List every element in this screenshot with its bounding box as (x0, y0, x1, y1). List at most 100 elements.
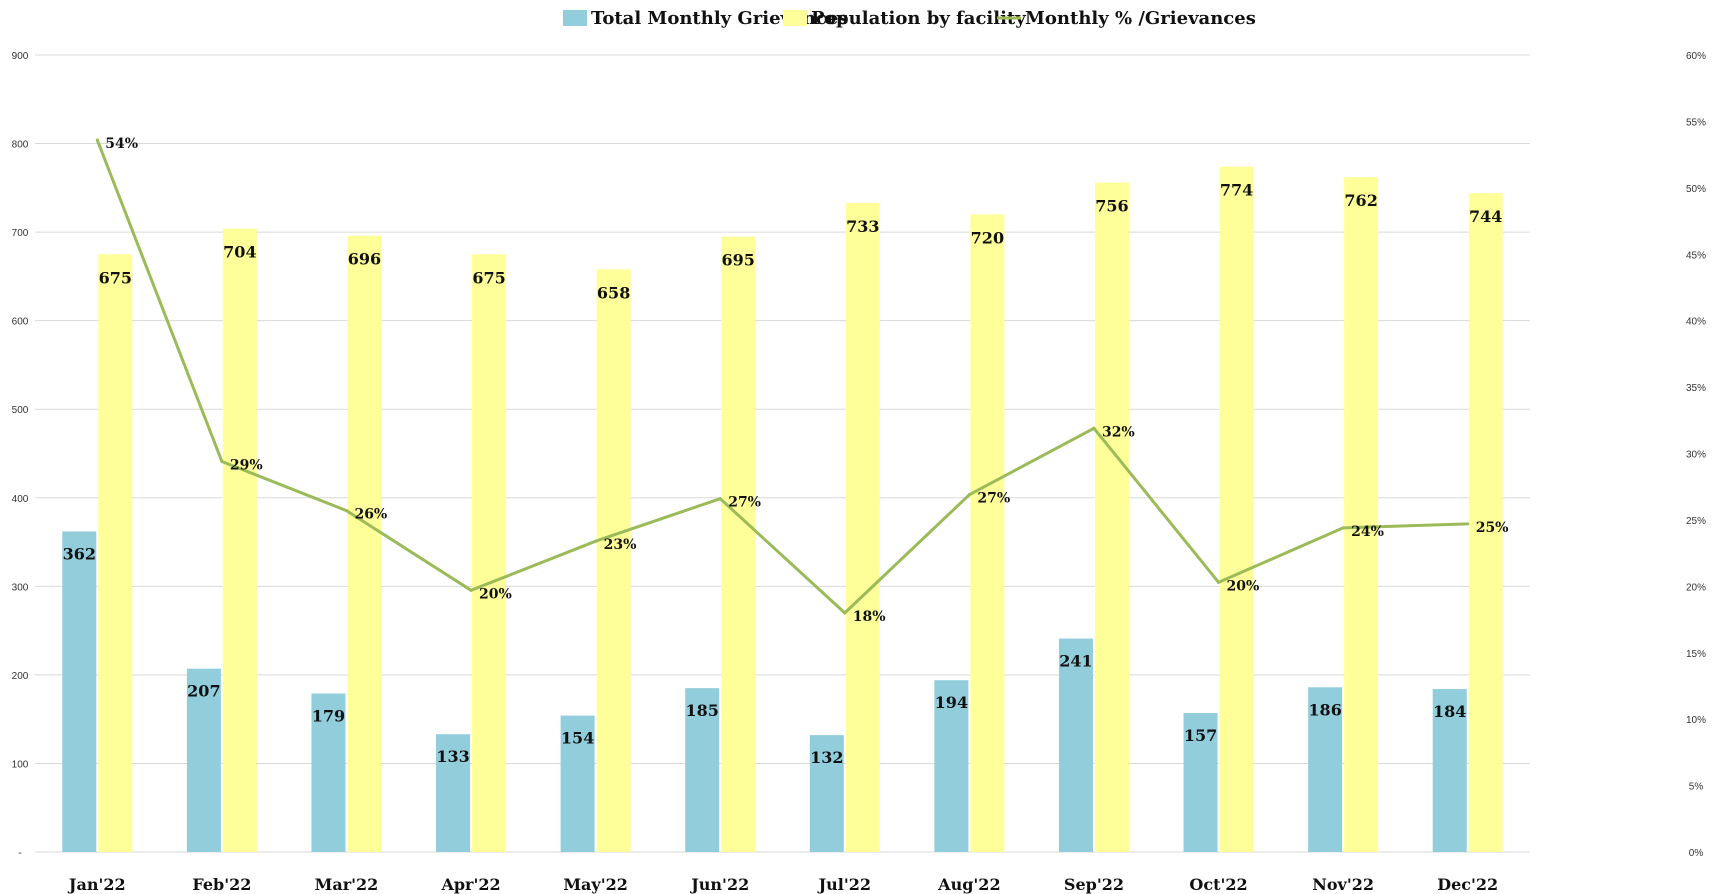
grievances-data-label: 186 (1308, 700, 1341, 719)
percent-data-label: 27% (977, 491, 1010, 507)
category-tick-label: Nov'22 (1312, 875, 1374, 894)
grievances-data-label: 185 (686, 701, 719, 720)
percent-point (718, 497, 722, 501)
grievances-bar (1432, 689, 1467, 852)
grievances-bar (62, 531, 97, 852)
population-data-label: 658 (597, 283, 630, 302)
right-axis-tick-label: 55% (1686, 117, 1706, 128)
left-axis-tick-label: 700 (12, 228, 29, 239)
left-axis-tick-label: 200 (12, 671, 29, 682)
percent-point (967, 493, 971, 497)
right-axis-tick-label: 35% (1686, 383, 1706, 394)
population-bar (222, 228, 257, 852)
percent-series-line (95, 139, 1468, 615)
left-axis-tick-label: 400 (12, 494, 29, 505)
percent-point (594, 539, 598, 543)
population-bar (1468, 193, 1503, 852)
grievances-bar (311, 693, 346, 852)
legend-label: Population by facility (811, 8, 1026, 29)
left-axis-tick-label: 100 (12, 759, 29, 770)
category-tick-label: Feb'22 (192, 875, 251, 894)
category-tick-label: Sep'22 (1064, 875, 1124, 894)
percent-data-label: 25% (1476, 520, 1509, 536)
grievances-data-label: 194 (935, 693, 968, 712)
left-axis-tick-label: - (18, 848, 21, 859)
left-axis-tick-label: 900 (12, 51, 29, 62)
percent-data-label: 26% (354, 507, 387, 523)
grievances-bar (436, 734, 471, 852)
percent-data-label: 29% (230, 457, 263, 473)
population-data-label: 695 (722, 251, 755, 270)
percent-data-label: 20% (479, 586, 512, 602)
percent-data-label: 23% (604, 537, 637, 553)
population-bar (1094, 182, 1129, 852)
left-axis-tick-label: 300 (12, 582, 29, 593)
left-axis-tick-label: 600 (12, 317, 29, 328)
grievances-bar (934, 680, 969, 852)
percent-data-label: 32% (1102, 424, 1135, 440)
population-bar (970, 214, 1005, 852)
right-axis-tick-label: 50% (1686, 184, 1706, 195)
right-axis-tick-label: 10% (1686, 715, 1706, 726)
right-axis-tick-label: 25% (1686, 516, 1706, 527)
population-data-label: 744 (1469, 207, 1502, 226)
population-data-label: 733 (846, 217, 879, 236)
category-tick-label: May'22 (563, 875, 628, 894)
legend-swatch (563, 10, 587, 26)
percent-line-layer (95, 138, 1470, 615)
grievances-data-label: 241 (1059, 652, 1092, 671)
population-data-label: 720 (971, 228, 1004, 247)
grievances-data-label: 207 (187, 682, 220, 701)
legend-swatch (783, 10, 807, 26)
percent-point (843, 611, 847, 615)
percent-data-label: 27% (728, 495, 761, 511)
percent-point (1466, 522, 1470, 526)
right-axis-tick-label: 20% (1686, 582, 1706, 593)
population-bar (1219, 166, 1254, 852)
population-bar (347, 235, 382, 853)
right-axis-tick-label: 5% (1689, 782, 1704, 793)
category-tick-label: Oct'22 (1189, 875, 1247, 894)
data-labels: 362 675 207 704 179 696 133 675 154 658 185 695 132 7… (63, 136, 1509, 767)
legend-item-percent: Monthly % /Grievances (997, 8, 1256, 29)
population-bar (98, 254, 133, 852)
percent-point (344, 509, 348, 513)
legend-item-population: Population by facility (783, 8, 1026, 29)
grievances-bar (1308, 687, 1343, 852)
gridlines (35, 54, 1530, 853)
grievances-bar (1058, 638, 1093, 852)
percent-data-label: 54% (105, 136, 138, 152)
percent-point (95, 138, 99, 142)
category-tick-label: Mar'22 (315, 875, 379, 894)
category-tick-label: Dec'22 (1437, 875, 1498, 894)
right-axis-tick-label: 15% (1686, 649, 1706, 660)
grievances-bar (685, 688, 720, 852)
population-data-label: 774 (1220, 181, 1253, 200)
percent-point (220, 459, 224, 463)
population-bar (596, 269, 631, 852)
legend-label: Total Monthly Grievances (591, 8, 848, 29)
axes: - 100 200 300 400 500 600 700 800 900 0% 5% 10% 15% 20… (12, 51, 1706, 894)
category-tick-label: Jan'22 (67, 875, 126, 894)
grievances-data-label: 179 (312, 706, 345, 725)
grievances-data-label: 362 (63, 544, 96, 563)
legend-label: Monthly % /Grievances (1025, 8, 1256, 29)
grievances-bar (809, 735, 844, 852)
right-axis-tick-label: 45% (1686, 250, 1706, 261)
population-bar (721, 236, 756, 853)
grievances-bar (1183, 712, 1218, 852)
percent-data-label: 20% (1227, 578, 1260, 594)
right-axis-tick-label: 30% (1686, 450, 1706, 461)
right-axis-tick-label: 40% (1686, 317, 1706, 328)
category-tick-label: Jul'22 (817, 875, 871, 894)
grievances-data-label: 133 (436, 747, 469, 766)
right-axis-tick-label: 0% (1689, 848, 1704, 859)
percent-point (469, 588, 473, 592)
grievances-data-label: 157 (1184, 726, 1217, 745)
population-data-label: 762 (1344, 191, 1377, 210)
percent-data-label: 24% (1351, 524, 1384, 540)
percent-point (1092, 426, 1096, 430)
grievances-data-label: 184 (1433, 702, 1466, 721)
